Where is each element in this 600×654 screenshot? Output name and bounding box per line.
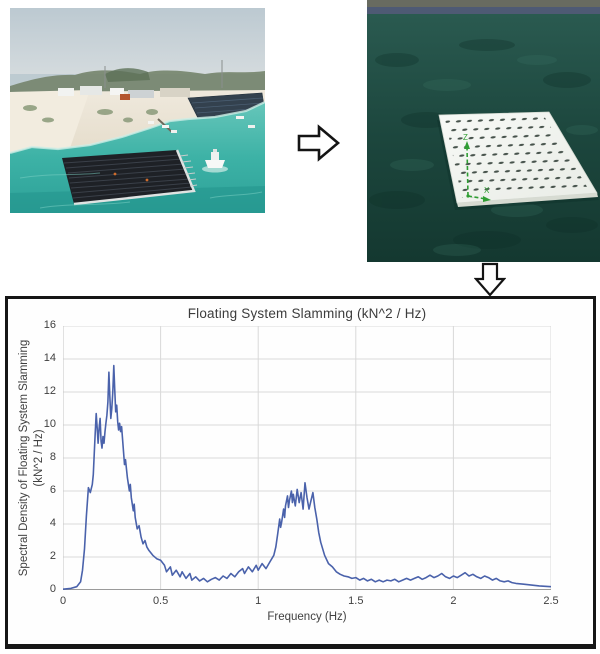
chart-plot-area <box>63 326 551 590</box>
x-axis-label: Frequency (Hz) <box>267 611 347 623</box>
y-tick-0: 0 <box>49 583 56 595</box>
y-tick-16: 16 <box>43 319 56 331</box>
x-tick-1: 1 <box>255 595 262 607</box>
x-tick-2.5: 2.5 <box>543 595 559 607</box>
series-floating-system-slamming <box>63 364 551 590</box>
photo-boat <box>202 149 228 173</box>
render-axis-x-label: X <box>484 186 490 195</box>
y-tick-10: 10 <box>43 418 56 430</box>
render-sea-texture-dark <box>369 39 598 249</box>
photo-hill <box>105 68 150 82</box>
x-tick-0.5: 0.5 <box>152 595 169 607</box>
render-axis-z-label: Z <box>463 133 468 142</box>
photo-shoreline <box>10 101 265 155</box>
y-tick-6: 6 <box>49 484 56 496</box>
simulation-render: Z X <box>367 0 600 262</box>
aerial-photo-floating-solar <box>10 8 265 213</box>
render-axes: Z X <box>463 133 491 202</box>
x-tick-0: 0 <box>59 595 67 607</box>
y-tick-8: 8 <box>49 451 56 463</box>
photo-buildings <box>58 60 223 100</box>
photo-shrubs <box>23 105 158 123</box>
flow-arrow-right-icon <box>293 118 343 168</box>
simulation-render-graphic: Z X <box>367 0 600 262</box>
chart-plot-svg <box>63 326 551 590</box>
y-tick-12: 12 <box>43 385 56 397</box>
render-floating-plate <box>438 111 598 207</box>
chart-title: Floating System Slamming (kN^2 / Hz) <box>187 306 427 321</box>
photo-floating-solar-array <box>62 149 198 206</box>
x-tick-1.5: 1.5 <box>348 595 364 607</box>
y-tick-4: 4 <box>49 517 56 529</box>
flow-arrow-down-icon <box>474 262 506 298</box>
aerial-photo-graphic <box>10 8 265 213</box>
render-sea-texture-light <box>390 55 598 256</box>
y-tick-2: 2 <box>49 550 56 562</box>
y-tick-14: 14 <box>43 352 56 364</box>
render-sky-band <box>367 0 600 8</box>
photo-jetty-boats <box>148 116 255 133</box>
photo-water-texture <box>19 172 263 209</box>
render-horizon-band <box>367 7 600 16</box>
x-tick-2: 2 <box>450 595 457 607</box>
spectral-density-chart: Floating System Slamming (kN^2 / Hz) Spe… <box>5 296 596 649</box>
